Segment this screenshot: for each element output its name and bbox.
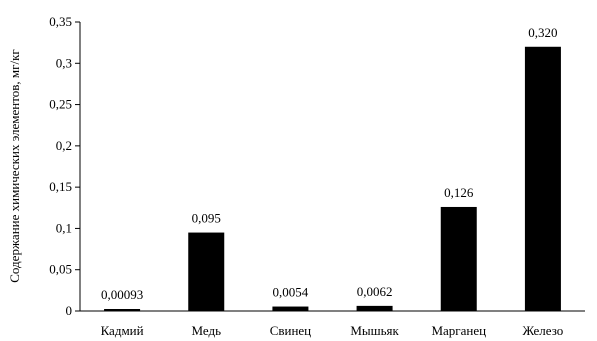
bars bbox=[104, 46, 561, 312]
data-label: 0,095 bbox=[192, 211, 221, 226]
bar bbox=[440, 206, 477, 311]
data-label: 0,00093 bbox=[101, 287, 143, 302]
data-labels: 0,00093 0,095 0,0054 0,0062 0,126 0,320 bbox=[101, 25, 558, 302]
category-label: Медь bbox=[191, 323, 221, 338]
data-label: 0,0054 bbox=[273, 285, 309, 300]
bar bbox=[524, 46, 561, 312]
y-tick-label: 0,15 bbox=[49, 179, 72, 194]
category-label: Марганец bbox=[431, 323, 486, 338]
category-label: Железо bbox=[523, 323, 564, 338]
y-tick-label: 0,05 bbox=[49, 262, 72, 277]
y-ticks: 0 0,05 0,1 0,15 0,2 0,25 0,3 0,35 bbox=[49, 14, 80, 318]
y-axis-title-group: Содержание химических элементов, мг/кг bbox=[7, 49, 22, 282]
y-tick-label: 0 bbox=[66, 303, 73, 318]
y-tick-label: 0,3 bbox=[56, 55, 72, 70]
bar bbox=[188, 232, 225, 311]
y-axis-title: Содержание химических элементов, мг/кг bbox=[7, 49, 22, 282]
category-label: Свинец bbox=[270, 323, 311, 338]
data-label: 0,0062 bbox=[357, 284, 393, 299]
y-tick-label: 0,35 bbox=[49, 14, 72, 29]
category-labels: Кадмий Медь Свинец Мышьяк Марганец Железо bbox=[101, 323, 564, 338]
y-tick-label: 0,2 bbox=[56, 138, 72, 153]
y-tick-label: 0,25 bbox=[49, 97, 72, 112]
bar bbox=[272, 306, 309, 311]
y-tick-label: 0,1 bbox=[56, 220, 72, 235]
category-label: Мышьяк bbox=[350, 323, 399, 338]
category-label: Кадмий bbox=[101, 323, 144, 338]
data-label: 0,320 bbox=[528, 25, 557, 40]
bar bbox=[356, 305, 393, 311]
data-label: 0,126 bbox=[444, 185, 474, 200]
axes bbox=[79, 22, 585, 312]
bar bbox=[104, 309, 141, 311]
